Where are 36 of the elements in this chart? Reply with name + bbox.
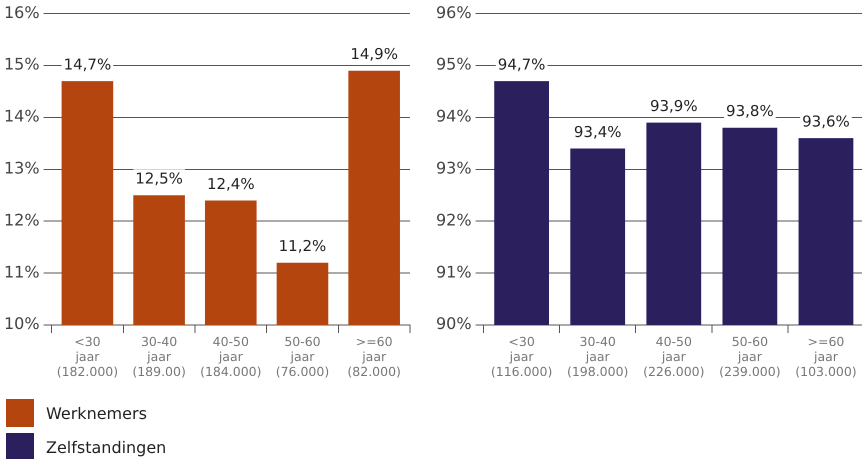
y-tick-label: 93% <box>436 158 472 178</box>
y-tick-label: 96% <box>436 2 472 22</box>
y-tick-label: 15% <box>4 54 40 74</box>
x-tick-label: <30 jaar (182.000) <box>56 334 118 379</box>
y-tick-label: 90% <box>436 314 472 334</box>
legend-label: Zelfstandingen <box>46 438 166 456</box>
data-label: 93,4% <box>574 122 622 141</box>
data-label: 14,7% <box>64 55 112 74</box>
data-label: 12,4% <box>206 174 255 193</box>
data-label: 93,9% <box>650 96 698 115</box>
x-tick-label: 50-60 jaar (76.000) <box>276 334 330 379</box>
y-tick-label: 12% <box>4 210 40 230</box>
y-tick-label: 95% <box>436 54 472 74</box>
x-tick-label: 40-50 jaar (184.000) <box>200 334 262 379</box>
y-tick-label: 14% <box>4 106 40 126</box>
data-label: 94,7% <box>498 55 546 74</box>
x-tick-label: <30 jaar (116.000) <box>490 334 552 379</box>
data-label: 93,8% <box>726 102 774 120</box>
y-tick-label: 92% <box>436 210 472 230</box>
y-tick-label: 94% <box>436 106 472 126</box>
x-tick-label: 30-40 jaar (189.00) <box>132 334 186 379</box>
data-label: 14,9% <box>350 45 398 64</box>
x-tick-label: 40-50 jaar (226.000) <box>643 334 705 379</box>
data-label: 12,5% <box>135 170 183 188</box>
y-tick-label: 10% <box>4 314 40 334</box>
x-tick-label: >=60 jaar (82.000) <box>347 334 401 379</box>
x-tick-label: 50-60 jaar (239.000) <box>719 334 781 379</box>
y-tick-label: 11% <box>4 262 40 282</box>
y-tick-label: 13% <box>4 158 40 178</box>
data-label: 93,6% <box>802 112 850 131</box>
y-tick-label: 16% <box>4 2 40 22</box>
x-tick-label: >=60 jaar (103.000) <box>795 334 857 379</box>
x-tick-label: 30-40 jaar (198.000) <box>566 334 628 379</box>
y-tick-label: 91% <box>436 262 472 282</box>
data-label: 11,2% <box>278 237 326 256</box>
legend-label: Werknemers <box>46 404 147 422</box>
